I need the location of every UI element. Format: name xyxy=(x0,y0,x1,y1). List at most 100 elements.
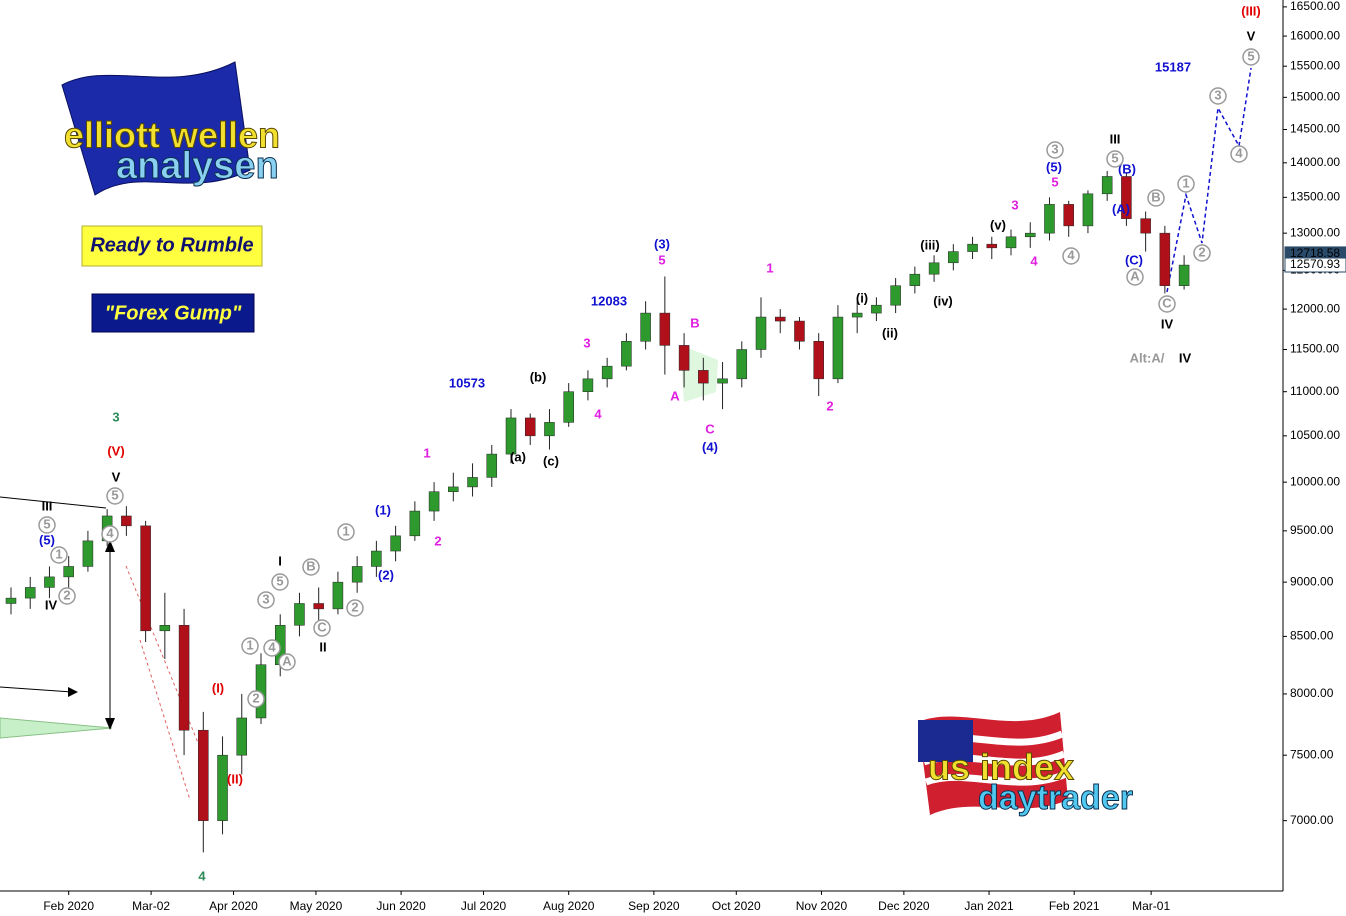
channel-line xyxy=(125,565,206,761)
wave-label: (1) xyxy=(375,502,391,517)
wave-circle xyxy=(38,516,56,534)
wave-label: (C) xyxy=(1125,252,1143,267)
wave-label: IV xyxy=(1179,350,1192,365)
wave-label: (5) xyxy=(39,532,55,547)
y-tick-label: 13000.00 xyxy=(1290,225,1340,239)
candle-body xyxy=(582,378,594,392)
wave-label: V xyxy=(1247,28,1256,43)
wave-circle xyxy=(1147,189,1165,207)
price-tag-label: 12718.58 xyxy=(1290,246,1340,260)
wave-label: (c) xyxy=(543,453,559,468)
candle-body xyxy=(755,316,767,350)
wave-label: IV xyxy=(45,597,58,612)
candle-body xyxy=(563,391,574,423)
y-tick-label: 12000.00 xyxy=(1290,301,1340,315)
candle-body xyxy=(313,603,324,610)
wave-label: (4) xyxy=(702,439,718,454)
candle-body xyxy=(294,603,305,626)
wave-label: (iii) xyxy=(920,237,940,252)
candle-body xyxy=(794,320,805,342)
candle-body xyxy=(659,312,671,346)
wave-label: 12083 xyxy=(591,293,627,308)
candle-body xyxy=(851,312,863,318)
wave-circle xyxy=(247,690,265,708)
x-tick-label: Jun 2020 xyxy=(376,899,426,913)
candle-body xyxy=(448,486,459,492)
arrow-line xyxy=(0,686,73,693)
wave-label: 3 xyxy=(1214,87,1221,102)
candle-body xyxy=(121,515,132,527)
y-tick-label: 16500.00 xyxy=(1290,0,1340,13)
wave-label: (A) xyxy=(1112,201,1130,216)
wave-label: (v) xyxy=(990,217,1006,232)
wave-label: 4 xyxy=(268,639,276,654)
projection-path xyxy=(1166,67,1252,293)
candle-body xyxy=(621,341,632,367)
wave-label: A xyxy=(282,653,292,668)
candle-body xyxy=(44,576,55,588)
wave-label: (I) xyxy=(212,680,224,695)
candle-body xyxy=(390,535,401,552)
candle-body xyxy=(1005,236,1017,249)
y-tick-label: 14000.00 xyxy=(1290,155,1340,169)
wave-circle xyxy=(106,487,124,505)
y-tick-label: 7500.00 xyxy=(1290,747,1334,761)
candle-body xyxy=(178,625,190,731)
candle-body xyxy=(332,581,344,610)
candle-body xyxy=(601,365,613,380)
candle-body xyxy=(1063,204,1074,227)
y-tick-label: 15000.00 xyxy=(1290,90,1340,104)
wave-circle xyxy=(257,591,275,609)
wave-circle xyxy=(101,525,119,543)
candle-body xyxy=(82,540,94,567)
wave-circle xyxy=(263,639,281,657)
wave-label: 5 xyxy=(111,487,118,502)
wave-label: Alt:A/ xyxy=(1130,350,1165,365)
wave-label: C xyxy=(317,619,327,634)
wave-label: 5 xyxy=(276,573,283,588)
wave-circle xyxy=(1126,268,1144,286)
candle-body xyxy=(832,316,844,380)
wave-label: (iv) xyxy=(933,293,953,308)
wave-label: 2 xyxy=(434,533,441,548)
wave-label: A xyxy=(1130,268,1140,283)
wave-label: 15187 xyxy=(1155,59,1191,74)
wave-circle xyxy=(50,546,68,564)
wave-label: (5) xyxy=(1046,159,1062,174)
us-top: us index xyxy=(928,747,1074,788)
wave-circle xyxy=(1158,295,1176,313)
brand-logo: elliott wellen analysen xyxy=(61,61,281,196)
wave-label: (b) xyxy=(530,369,547,384)
wave-label: 1 xyxy=(1182,175,1189,190)
candle-body xyxy=(948,251,959,264)
price-tag xyxy=(1284,257,1346,273)
y-tick-label: 8500.00 xyxy=(1290,629,1334,643)
candle-body xyxy=(890,285,901,306)
candle-body xyxy=(1101,176,1113,195)
wave-circle xyxy=(278,653,296,671)
candle-body xyxy=(217,754,228,821)
wave-label: 4 xyxy=(1030,253,1038,268)
candle-body xyxy=(198,729,209,821)
x-tick-label: Mar-02 xyxy=(132,899,170,913)
wave-circle xyxy=(1230,145,1248,163)
candle-body xyxy=(524,417,536,437)
wave-label: 3 xyxy=(262,591,269,606)
wave-label: 5 xyxy=(658,252,665,267)
wave-label: 1 xyxy=(55,546,62,561)
tag-text: Ready to Rumble xyxy=(90,234,253,256)
arrow-head xyxy=(105,540,115,552)
x-tick-label: Sep 2020 xyxy=(628,899,680,913)
candle-body xyxy=(678,345,690,371)
x-tick-label: Dec 2020 xyxy=(878,899,930,913)
wave-label: 4 xyxy=(198,868,206,883)
wave-label: 1 xyxy=(246,637,253,652)
wave-label: 1 xyxy=(766,260,773,275)
wave-circle xyxy=(346,599,364,617)
wave-circle xyxy=(302,558,320,576)
y-tick-label: 10500.00 xyxy=(1290,428,1340,442)
candle-body xyxy=(928,262,940,275)
wave-label: (a) xyxy=(510,449,526,464)
wave-circle xyxy=(1046,141,1064,159)
